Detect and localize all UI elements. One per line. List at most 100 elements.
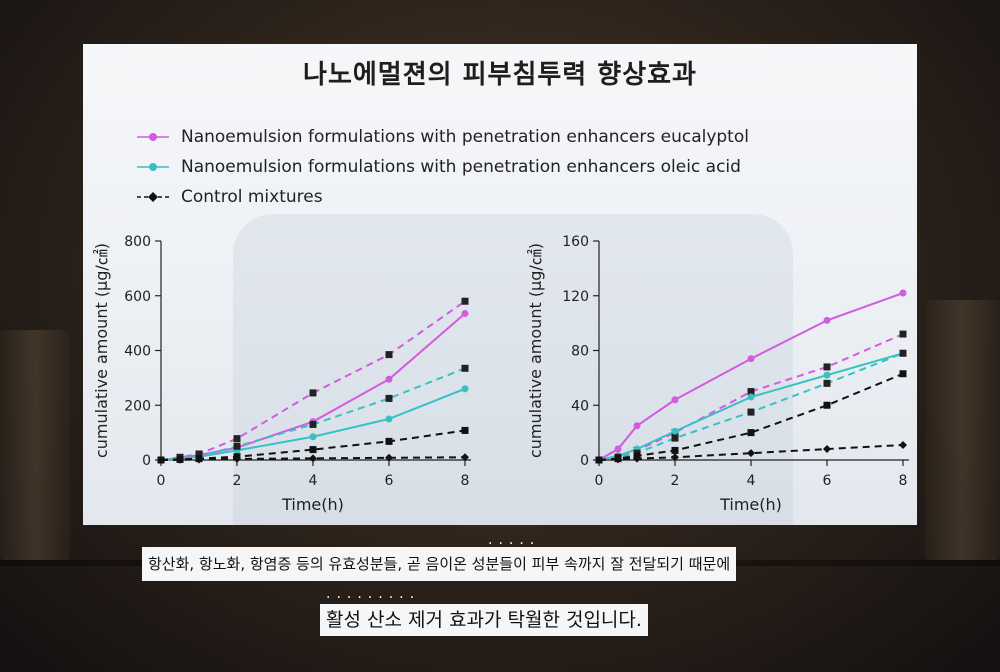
data-point [633, 454, 641, 463]
data-point [747, 408, 755, 416]
x-tick-label: 4 [747, 473, 756, 489]
legend: Nanoemulsion formulations with penetrati… [135, 122, 749, 212]
series-5 [595, 440, 907, 464]
data-point [309, 420, 317, 428]
data-point [899, 370, 907, 378]
legend-item-control: Control mixtures [135, 182, 749, 212]
x-tick-label: 2 [233, 473, 242, 489]
y-tick-label: 600 [124, 289, 151, 305]
background-jar-photo [233, 214, 793, 525]
axes: 0 200 400 600 800 0 2 4 6 8 Time(h) cumulative amou… [92, 234, 471, 514]
data-point [195, 455, 203, 464]
x-tick-label: 6 [823, 473, 832, 489]
series-line [598, 352, 904, 461]
data-point [461, 310, 469, 318]
data-point [461, 426, 469, 434]
data-point [899, 349, 907, 357]
y-axis-label: cumulative amount (μg/㎠) [92, 243, 111, 458]
data-point [747, 388, 755, 396]
legend-label-eucalyptol: Nanoemulsion formulations with penetrati… [181, 127, 749, 147]
data-point [823, 371, 831, 379]
y-tick-label: 400 [124, 344, 151, 360]
y-tick-label: 160 [562, 234, 589, 250]
legend-item-eucalyptol: Nanoemulsion formulations with penetrati… [135, 122, 749, 152]
chart-left: 0 200 400 600 800 0 2 4 6 8 Time(h) cumulative amou… [92, 234, 471, 514]
x-tick-label: 2 [671, 473, 680, 489]
data-point [671, 396, 679, 404]
series-0 [157, 310, 469, 464]
data-point [747, 355, 755, 363]
caption-line-2: 활성 산소 제거 효과가 탁월한 것입니다. [320, 604, 648, 636]
background-jar-right [925, 300, 1000, 560]
y-axis-label: cumulative amount (μg/㎠) [526, 243, 545, 458]
data-point [899, 330, 907, 338]
x-axis-label: Time(h) [719, 495, 782, 514]
x-tick-label: 4 [309, 473, 318, 489]
x-tick-label: 8 [899, 473, 908, 489]
data-point [671, 446, 679, 454]
data-point [309, 454, 317, 463]
data-point [461, 364, 469, 372]
data-point [385, 394, 393, 402]
y-tick-label: 120 [562, 289, 589, 305]
axes: 0 40 80 120 160 0 2 4 6 8 Time(h) cumulative amount… [526, 234, 909, 514]
y-tick-label: 0 [580, 453, 589, 469]
data-point [823, 316, 831, 324]
data-point [671, 434, 679, 442]
data-point [747, 393, 755, 401]
chart-panel: 나노에멀젼의 피부침투력 향상효과 Nanoemulsion formulati… [83, 44, 917, 525]
data-point [823, 445, 831, 454]
background-jar-left [0, 330, 70, 560]
x-tick-label: 8 [461, 473, 470, 489]
data-point [233, 442, 241, 450]
data-point [309, 389, 317, 397]
data-point [233, 435, 241, 443]
data-point [461, 453, 469, 462]
legend-marker-control [137, 192, 169, 202]
data-point [614, 455, 622, 464]
data-point [385, 415, 393, 423]
series-2 [595, 349, 907, 464]
y-tick-label: 80 [571, 344, 589, 360]
data-point [385, 351, 393, 359]
series-line [598, 352, 904, 461]
data-point [595, 456, 603, 464]
caption-line-1: 항산화, 항노화, 항염증 등의 유효성분들, 곧 음이온 성분들이 피부 속까… [142, 547, 737, 581]
data-point [747, 449, 755, 458]
data-point [747, 429, 755, 437]
data-point [385, 375, 393, 383]
data-point [823, 401, 831, 409]
x-tick-label: 6 [385, 473, 394, 489]
data-point [633, 422, 641, 430]
y-tick-label: 0 [142, 453, 151, 469]
emphasis-dots-2: ········· [326, 590, 421, 606]
x-tick-label: 0 [157, 473, 166, 489]
data-point [176, 455, 184, 464]
legend-item-oleic-acid: Nanoemulsion formulations with penetrati… [135, 152, 749, 182]
series-0 [595, 289, 907, 464]
data-point [899, 440, 907, 449]
legend-label-oleic-acid: Nanoemulsion formulations with penetrati… [181, 157, 741, 177]
data-point [823, 363, 831, 371]
data-point [233, 454, 241, 463]
data-point [309, 433, 317, 441]
y-tick-label: 40 [571, 398, 589, 414]
data-point [823, 379, 831, 387]
data-point [385, 453, 393, 462]
data-point [461, 385, 469, 393]
data-point [461, 297, 469, 305]
chart-right: 0 40 80 120 160 0 2 4 6 8 Time(h) cumulative amount… [526, 234, 909, 514]
y-tick-label: 200 [124, 398, 151, 414]
series-5 [157, 453, 469, 464]
x-axis-label: Time(h) [281, 495, 344, 514]
data-point [309, 446, 317, 454]
y-tick-label: 800 [124, 234, 151, 250]
data-point [614, 445, 622, 453]
legend-marker-oleic-acid [137, 163, 169, 171]
data-point [671, 427, 679, 435]
legend-label-control: Control mixtures [181, 187, 323, 207]
x-tick-label: 0 [595, 473, 604, 489]
chart-title: 나노에멀젼의 피부침투력 향상효과 [303, 60, 697, 90]
data-point [157, 456, 165, 464]
data-point [899, 289, 907, 297]
